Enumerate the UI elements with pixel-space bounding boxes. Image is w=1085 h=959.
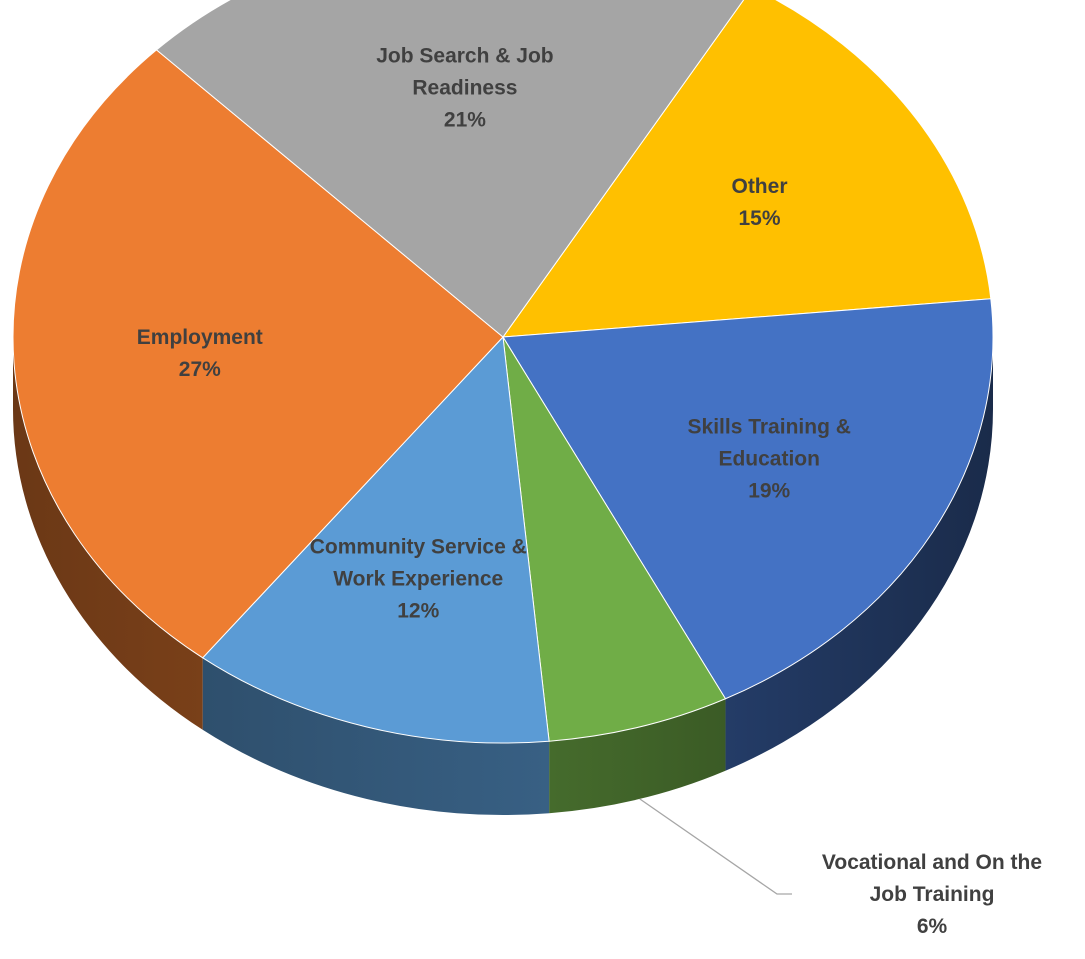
slice-category-label: Job Search & Job (376, 44, 553, 67)
slice-label-4: Employment 27% (137, 326, 263, 381)
slice-4 (12, 49, 504, 659)
slice-category-label: Vocational and On the (822, 851, 1042, 874)
slice-category-label: Work Experience (333, 568, 503, 591)
slice-label-1: Skills Training & Education 19% (688, 415, 851, 502)
leader-line-2 (639, 798, 792, 895)
slice-value-label: 15% (738, 207, 780, 230)
slice-label-2: Vocational and On the Job Training 6% (822, 851, 1042, 938)
slice-label-0: Other 15% (731, 175, 787, 230)
slice-category-label: Job Training (870, 883, 995, 906)
slice-2 (502, 336, 727, 742)
slice-value-label: 19% (748, 479, 790, 502)
slice-value-label: 27% (179, 358, 221, 381)
slice-category-label: Community Service & (310, 536, 527, 559)
slice-value-label: 6% (917, 915, 948, 938)
slice-3 (201, 335, 550, 744)
slice-0 (501, 0, 992, 338)
slice-label-3: Community Service & Work Experience 12% (310, 536, 527, 623)
leader-lines (639, 798, 792, 895)
pie-sides (13, 337, 993, 815)
slice-category-label: Readiness (412, 76, 517, 99)
pie-slices (12, 0, 994, 744)
slice-side-1 (725, 337, 993, 771)
slice-value-label: 12% (397, 600, 439, 623)
slice-category-label: Other (731, 175, 787, 198)
slice-labels: Other 15% Skills Training & Education 19% Voc… (137, 44, 1042, 938)
slice-category-label: Skills Training & (688, 415, 851, 438)
slice-side-3 (202, 657, 550, 815)
slice-label-5: Job Search & Job Readiness 21% (376, 44, 553, 131)
slice-value-label: 21% (444, 108, 486, 131)
slice-side-2 (549, 698, 726, 814)
slice-5 (155, 0, 745, 338)
slice-category-label: Education (718, 447, 820, 470)
slice-side-4 (13, 337, 203, 730)
slice-1 (502, 298, 994, 700)
slice-category-label: Employment (137, 326, 263, 349)
